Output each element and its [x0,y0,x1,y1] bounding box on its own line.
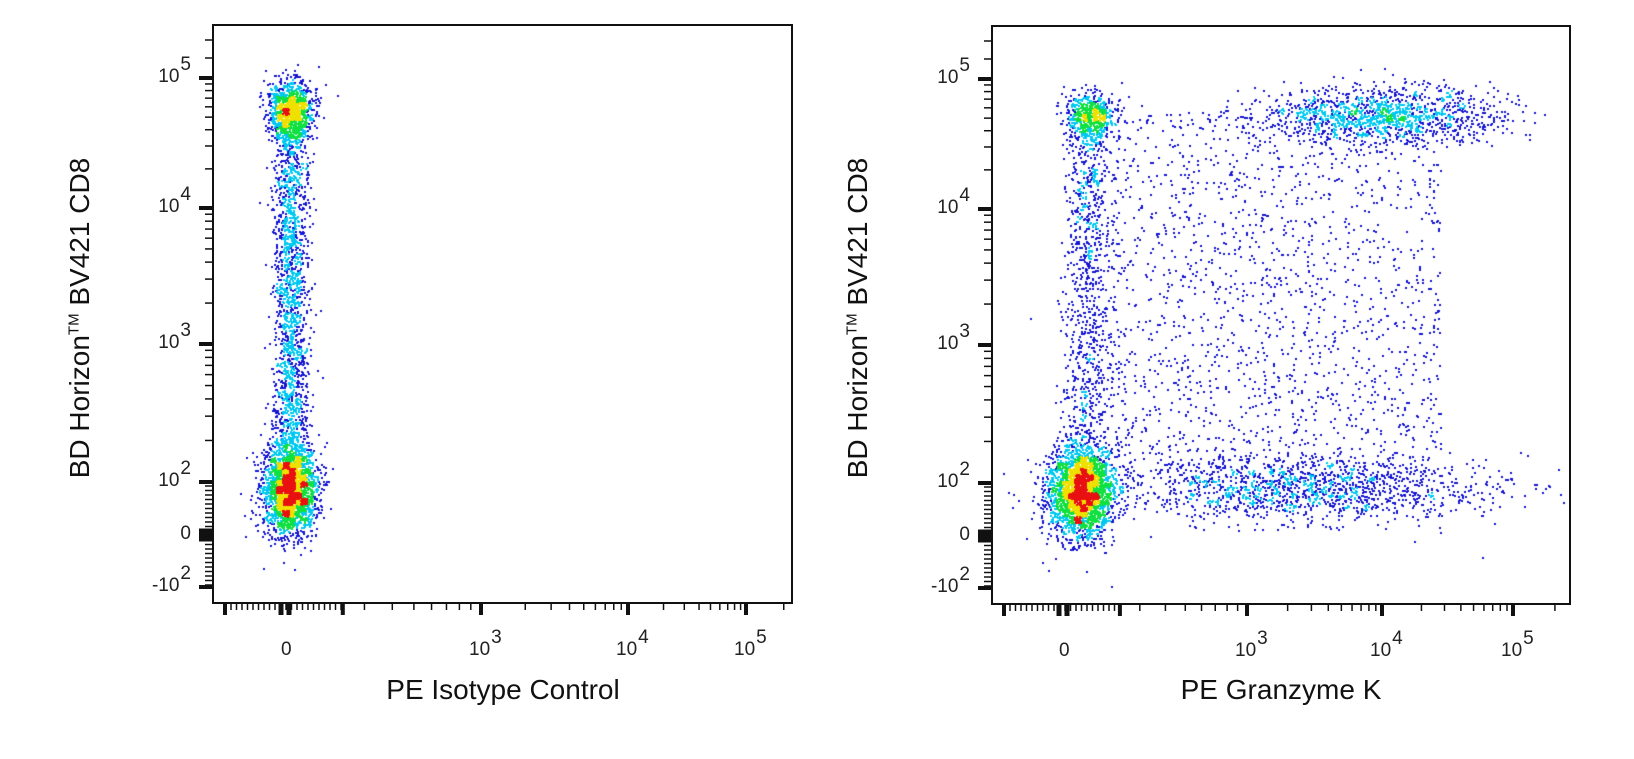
x-tick-label: 105 [1501,628,1534,661]
y-tick-label: 105 [937,55,970,88]
y-tick-label: -102 [930,564,970,597]
x-tick-label: 0 [1059,640,1070,661]
right-x-axis-label: PE Granzyme K [1180,674,1382,705]
y-tick-label: 103 [937,321,970,354]
y-tick-label: 0 [959,524,970,545]
y-tick-label: 104 [937,185,970,218]
x-tick-label: 103 [1235,628,1268,661]
right-y-axis-label: BD HorizonTM BV421 CD8 [842,157,873,479]
x-tick-label: 104 [1370,628,1403,661]
y-tick-label: 102 [937,459,970,492]
